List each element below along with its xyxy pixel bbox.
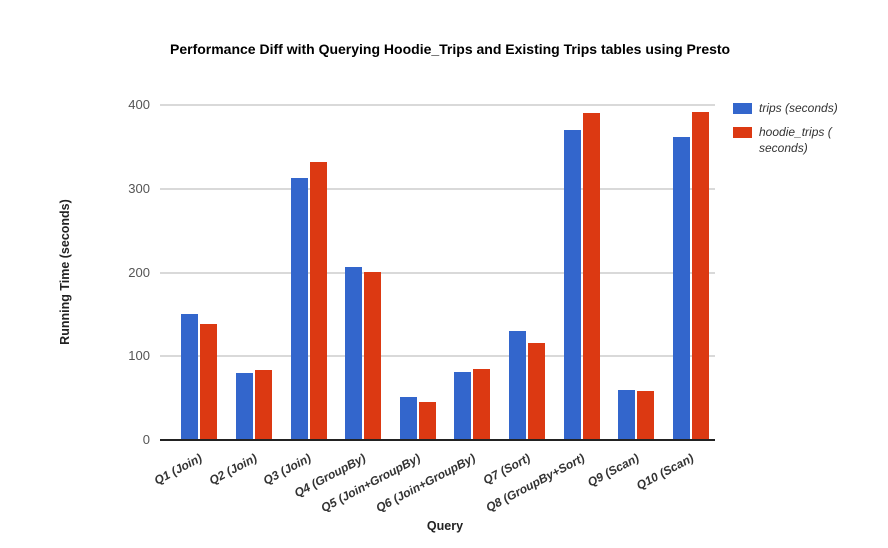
- bar-trips-q4[interactable]: [345, 266, 363, 440]
- gridline-300: [160, 187, 715, 190]
- bar-hoodie-trips-q8[interactable]: [582, 113, 600, 440]
- y-tick-label: 300: [128, 180, 150, 196]
- bar-trips-q2[interactable]: [235, 373, 253, 440]
- trips-color-swatch: [733, 103, 752, 114]
- x-tick-label: Q8 (GroupBy+Sort): [483, 450, 587, 515]
- gridline-200: [160, 271, 715, 274]
- x-tick-label: Q1 (Join): [152, 450, 205, 488]
- x-axis-line: [160, 439, 715, 441]
- x-tick-label: Q5 (Join+GroupBy): [318, 450, 423, 515]
- legend: trips (seconds) hoodie_trips ( seconds): [733, 100, 885, 164]
- gridline-400: [160, 104, 715, 106]
- bar-hoodie-trips-q9[interactable]: [637, 390, 655, 440]
- bar-hoodie-trips-q7[interactable]: [527, 342, 545, 440]
- bar-trips-q9[interactable]: [618, 389, 636, 440]
- bar-hoodie-trips-q2[interactable]: [254, 370, 272, 440]
- bar-hoodie-trips-q4[interactable]: [364, 271, 382, 440]
- bar-trips-q8[interactable]: [563, 130, 581, 440]
- legend-label-trips: trips (seconds): [759, 101, 838, 115]
- bar-hoodie-trips-q10[interactable]: [691, 111, 709, 440]
- bar-trips-q3[interactable]: [290, 177, 308, 440]
- y-tick-label: 200: [128, 264, 150, 280]
- legend-item-hoodie-trips[interactable]: hoodie_trips ( seconds): [733, 124, 885, 156]
- hoodie-trips-color-swatch: [733, 127, 752, 138]
- bar-hoodie-trips-q6[interactable]: [473, 368, 491, 440]
- bar-hoodie-trips-q3[interactable]: [309, 161, 327, 440]
- legend-item-trips[interactable]: trips (seconds): [733, 100, 885, 116]
- bar-trips-q7[interactable]: [508, 331, 526, 440]
- y-axis-title: Running Time (seconds): [58, 199, 72, 345]
- bar-trips-q6[interactable]: [454, 372, 472, 440]
- x-tick-label: Q10 (Scan): [634, 450, 696, 493]
- bar-trips-q1[interactable]: [181, 314, 199, 440]
- y-tick-label: 400: [128, 97, 150, 112]
- bar-trips-q5[interactable]: [399, 397, 417, 440]
- chart-title: Performance Diff with Querying Hoodie_Tr…: [170, 41, 731, 57]
- y-tick-label: 100: [128, 348, 150, 364]
- gridline-100: [160, 355, 715, 358]
- bar-hoodie-trips-q1[interactable]: [200, 324, 218, 440]
- bar-trips-q10[interactable]: [672, 136, 690, 440]
- y-tick-label: 0: [142, 432, 150, 447]
- x-tick-label: Q6 (Join+GroupBy): [373, 450, 478, 515]
- legend-label-hoodie-trips: hoodie_trips ( seconds): [759, 125, 832, 155]
- bar-hoodie-trips-q5[interactable]: [418, 402, 436, 440]
- x-tick-label: Q2 (Join): [206, 450, 260, 488]
- x-axis-title: Query: [426, 519, 464, 533]
- x-tick-label: Q9 (Scan): [585, 450, 642, 490]
